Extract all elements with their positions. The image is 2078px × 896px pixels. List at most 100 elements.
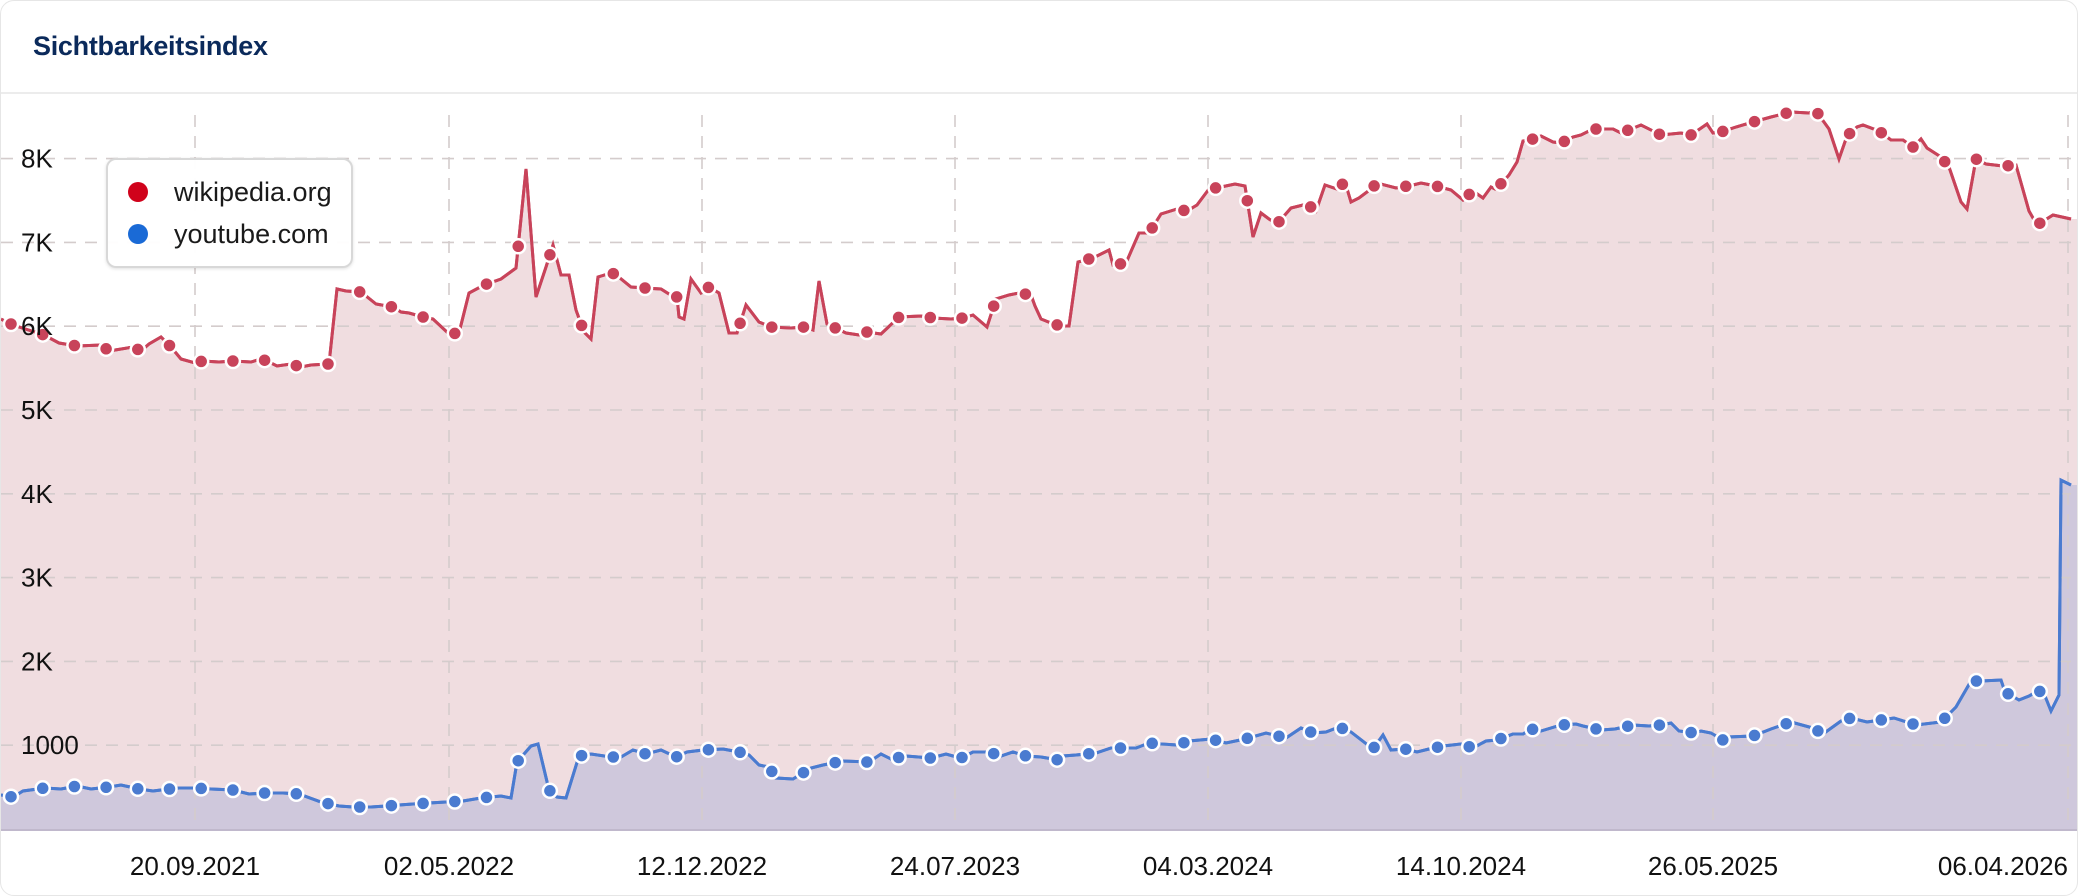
data-point-marker[interactable] (1365, 739, 1383, 756)
data-point-marker[interactable] (66, 337, 83, 354)
data-point-marker[interactable] (541, 782, 559, 800)
data-point-marker[interactable] (1587, 720, 1605, 738)
data-point-marker[interactable] (1207, 731, 1224, 749)
data-point-marker[interactable] (319, 355, 337, 373)
data-point-marker[interactable] (1841, 710, 1858, 727)
data-point-marker[interactable] (858, 323, 876, 341)
visibility-line-chart[interactable]: 20.09.2021 02.05.2022 12.12.2022 24.07.2023… (1, 95, 2078, 896)
data-point-marker[interactable] (1746, 113, 1763, 130)
data-point-marker[interactable] (1968, 150, 1985, 168)
data-point-marker[interactable] (1682, 126, 1700, 144)
data-point-marker[interactable] (1017, 747, 1034, 765)
data-point-marker[interactable] (1397, 740, 1415, 758)
data-point-marker[interactable] (351, 283, 368, 301)
data-point-marker[interactable] (1936, 710, 1953, 727)
data-point-marker[interactable] (1302, 198, 1319, 216)
data-point-marker[interactable] (1777, 715, 1795, 732)
data-point-marker[interactable] (1492, 175, 1510, 193)
data-point-marker[interactable] (1302, 723, 1319, 741)
data-point-marker[interactable] (1873, 711, 1890, 729)
data-point-marker[interactable] (1334, 720, 1351, 737)
data-point-marker[interactable] (1841, 125, 1858, 142)
data-point-marker[interactable] (1556, 133, 1573, 150)
data-point-marker[interactable] (541, 246, 559, 264)
data-point-marker[interactable] (224, 352, 242, 370)
data-point-marker[interactable] (1587, 120, 1605, 138)
data-point-marker[interactable] (97, 779, 115, 796)
data-point-marker[interactable] (161, 780, 178, 798)
data-point-marker[interactable] (1999, 685, 2017, 703)
data-point-marker[interactable] (953, 309, 971, 327)
data-point-marker[interactable] (1460, 186, 1478, 203)
data-point-marker[interactable] (34, 780, 51, 797)
data-point-marker[interactable] (1112, 739, 1129, 757)
data-point-marker[interactable] (1429, 738, 1446, 756)
data-point-marker[interactable] (1682, 724, 1700, 741)
data-point-marker[interactable] (1556, 716, 1573, 734)
data-point-marker[interactable] (1904, 138, 1922, 156)
data-point-marker[interactable] (1809, 105, 1827, 122)
data-point-marker[interactable] (224, 781, 242, 799)
data-point-marker[interactable] (1460, 738, 1478, 755)
data-point-marker[interactable] (573, 747, 590, 764)
data-point-marker[interactable] (1936, 153, 1953, 170)
data-point-marker[interactable] (446, 793, 464, 810)
data-point-marker[interactable] (1873, 124, 1890, 141)
data-point-marker[interactable] (731, 315, 749, 332)
data-point-marker[interactable] (1207, 179, 1224, 197)
data-point-marker[interactable] (763, 318, 781, 336)
data-point-marker[interactable] (573, 317, 590, 334)
data-point-marker[interactable] (1048, 316, 1066, 334)
data-point-marker[interactable] (1143, 735, 1161, 752)
data-point-marker[interactable] (1492, 730, 1510, 747)
data-point-marker[interactable] (1017, 285, 1034, 303)
data-point-marker[interactable] (509, 752, 527, 769)
data-point-marker[interactable] (97, 340, 115, 358)
data-point-marker[interactable] (66, 778, 83, 795)
data-point-marker[interactable] (1746, 727, 1763, 744)
data-point-marker[interactable] (414, 308, 432, 326)
data-point-marker[interactable] (351, 798, 368, 816)
data-point-marker[interactable] (700, 279, 717, 296)
data-point-marker[interactable] (1777, 104, 1795, 122)
data-point-marker[interactable] (1112, 255, 1129, 273)
data-point-marker[interactable] (1048, 751, 1066, 768)
data-point-marker[interactable] (1080, 745, 1098, 762)
data-point-marker[interactable] (668, 748, 685, 765)
data-point-marker[interactable] (1524, 130, 1541, 148)
data-point-marker[interactable] (129, 341, 147, 358)
data-point-marker[interactable] (636, 745, 654, 762)
data-point-marker[interactable] (1080, 250, 1098, 268)
data-point-marker[interactable] (605, 748, 622, 766)
data-point-marker[interactable] (1809, 722, 1827, 740)
data-point-marker[interactable] (795, 318, 812, 336)
data-point-marker[interactable] (1968, 672, 1985, 690)
data-point-marker[interactable] (922, 749, 939, 767)
data-point-marker[interactable] (288, 357, 305, 374)
data-point-marker[interactable] (2031, 683, 2049, 700)
data-point-marker[interactable] (763, 763, 781, 780)
data-point-marker[interactable] (1999, 157, 2017, 174)
data-point-marker[interactable] (288, 785, 305, 803)
data-point-marker[interactable] (1619, 717, 1636, 735)
data-point-marker[interactable] (890, 749, 907, 766)
data-point-marker[interactable] (383, 298, 400, 315)
data-point-marker[interactable] (2031, 214, 2049, 232)
data-point-marker[interactable] (985, 745, 1002, 762)
data-point-marker[interactable] (1904, 715, 1922, 733)
data-point-marker[interactable] (795, 764, 812, 781)
data-point-marker[interactable] (129, 780, 147, 798)
data-point-marker[interactable] (2, 315, 20, 333)
data-point-marker[interactable] (2, 788, 20, 805)
data-point-marker[interactable] (1175, 202, 1193, 219)
data-point-marker[interactable] (826, 754, 844, 771)
data-point-marker[interactable] (1429, 178, 1446, 195)
data-point-marker[interactable] (953, 749, 971, 766)
data-point-marker[interactable] (256, 351, 273, 369)
data-point-marker[interactable] (826, 319, 844, 337)
legend-item-wikipedia[interactable]: wikipedia.org (128, 174, 332, 210)
data-point-marker[interactable] (985, 297, 1002, 315)
data-point-marker[interactable] (1239, 730, 1256, 747)
data-point-marker[interactable] (1651, 716, 1668, 734)
data-point-marker[interactable] (478, 789, 495, 806)
